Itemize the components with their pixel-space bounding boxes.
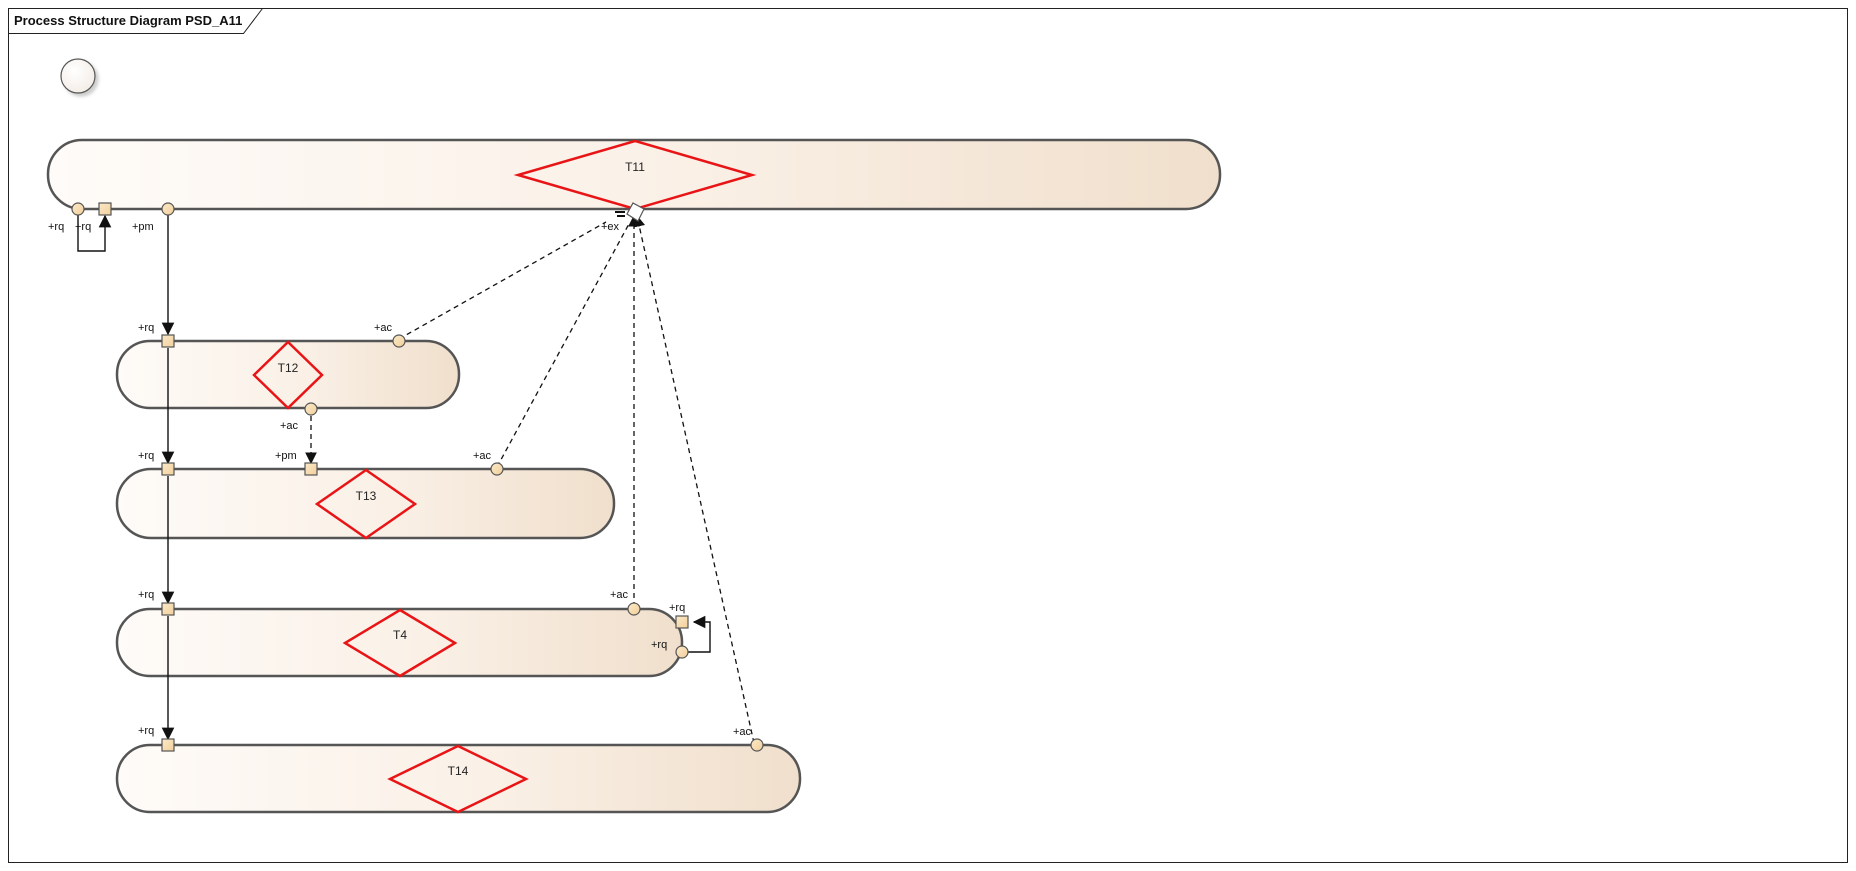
task-label-t4: T4 [393, 628, 407, 642]
port-label-t4-ac: +ac [610, 589, 629, 601]
port-circle-t12-ac-bottom[interactable] [304, 402, 318, 416]
port-label-t14-ac: +ac [733, 726, 752, 738]
port-label-t11-pm: +pm [132, 221, 154, 233]
port-label-t4-rq-right2: +rq [651, 639, 667, 651]
self-loop-t11[interactable] [77, 212, 112, 252]
port-square-t14-rq[interactable] [161, 738, 175, 752]
transaction-diamond-t13[interactable] [314, 468, 418, 540]
port-square-t11-rq[interactable] [98, 202, 112, 216]
diagram-title-tab [8, 8, 263, 34]
port-square-t13-rq[interactable] [161, 462, 175, 476]
task-label-t14: T14 [448, 764, 469, 778]
transaction-diamond-t14[interactable] [387, 744, 529, 814]
port-label-t4-rq: +rq [138, 589, 154, 601]
diagram-title: Process Structure Diagram PSD_A11 [14, 13, 242, 28]
port-label-t4-rq-right: +rq [669, 602, 685, 614]
port-circle-t12-ac-top[interactable] [392, 334, 406, 348]
task-label-t12: T12 [278, 361, 299, 375]
port-label-t12-ac-bottom: +ac [280, 420, 299, 432]
port-gate-t11-ex[interactable] [626, 202, 645, 222]
port-circle-t4-rq-right[interactable] [675, 645, 689, 659]
port-label-t13-rq: +rq [138, 450, 154, 462]
port-label-t11-rq-b: +rq [75, 221, 91, 233]
dashed-link-t12-ac[interactable] [398, 221, 607, 340]
task-pool-t13[interactable] [115, 467, 616, 540]
port-label-t13-pm: +pm [275, 450, 297, 462]
port-circle-t13-ac[interactable] [490, 462, 504, 476]
port-circle-t14-ac[interactable] [750, 738, 764, 752]
task-pool-t14[interactable] [115, 743, 802, 814]
port-label-t14-rq: +rq [138, 725, 154, 737]
port-square-t4-rq-right[interactable] [675, 615, 689, 629]
self-loop-t4[interactable] [685, 615, 711, 653]
task-label-t11: T11 [625, 160, 645, 174]
task-pool-t11[interactable] [46, 138, 1222, 211]
transaction-diamond-t4[interactable] [342, 608, 458, 678]
port-label-t11-rq-a: +rq [48, 221, 64, 233]
port-circle-t4-ac[interactable] [627, 602, 641, 616]
transaction-diamond-t12[interactable] [252, 340, 324, 410]
port-label-t12-rq: +rq [138, 322, 154, 334]
port-label-t11-ex: +ex [601, 221, 620, 233]
port-square-t12-rq[interactable] [161, 334, 175, 348]
port-circle-t11-rq[interactable] [71, 202, 85, 216]
port-label-t12-ac-top: +ac [374, 322, 393, 334]
task-pool-t4[interactable] [115, 607, 684, 678]
diagram-frame [8, 8, 1848, 863]
start-node[interactable] [60, 58, 96, 94]
port-square-t4-rq[interactable] [161, 602, 175, 616]
port-label-t13-ac: +ac [473, 450, 492, 462]
port-square-t13-pm[interactable] [304, 462, 318, 476]
port-circle-t11-pm[interactable] [161, 202, 175, 216]
dashed-link-t13-ac[interactable] [496, 221, 631, 468]
task-label-t13: T13 [356, 489, 377, 503]
